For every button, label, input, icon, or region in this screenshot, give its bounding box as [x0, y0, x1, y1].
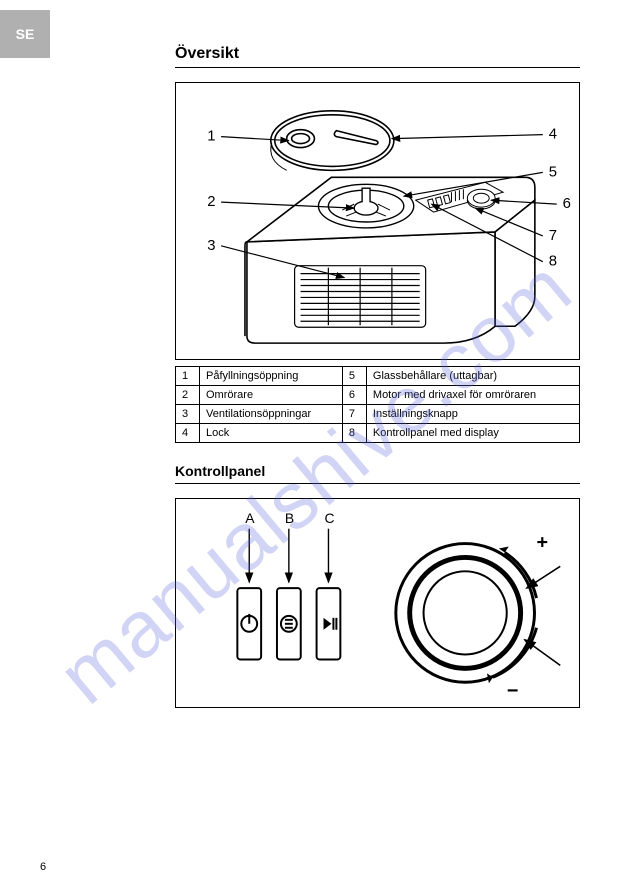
control-label-a: A [245, 510, 255, 526]
part-desc: Kontrollpanel med display [366, 424, 579, 443]
knob-plus-icon: + [536, 532, 548, 554]
callout-6: 6 [563, 196, 571, 212]
part-num: 4 [176, 424, 200, 443]
parts-table: 1 Påfyllningsöppning 5 Glassbehållare (u… [175, 366, 580, 443]
main-content: Översikt [175, 45, 580, 708]
page-number: 6 [40, 861, 46, 873]
part-num: 5 [342, 367, 366, 386]
part-num: 7 [342, 405, 366, 424]
part-desc: Lock [200, 424, 343, 443]
knob-minus-icon: − [507, 680, 519, 702]
part-num: 6 [342, 386, 366, 405]
callout-7: 7 [549, 228, 557, 244]
control-label-c: C [325, 510, 335, 526]
overview-figure: 1 2 3 4 5 6 7 8 [175, 82, 580, 360]
part-num: 3 [176, 405, 200, 424]
callout-4: 4 [549, 127, 557, 143]
control-label-b: B [285, 510, 294, 526]
device-diagram: 1 2 3 4 5 6 7 8 [176, 83, 579, 359]
part-desc: Påfyllningsöppning [200, 367, 343, 386]
table-row: 1 Påfyllningsöppning 5 Glassbehållare (u… [176, 367, 580, 386]
controls-diagram: A B C [176, 499, 579, 707]
part-desc: Glassbehållare (uttagbar) [366, 367, 579, 386]
callout-2: 2 [207, 194, 215, 210]
callout-5: 5 [549, 164, 557, 180]
part-desc: Ventilationsöppningar [200, 405, 343, 424]
part-num: 1 [176, 367, 200, 386]
part-desc: Inställningsknapp [366, 405, 579, 424]
controls-title: Kontrollpanel [175, 463, 580, 479]
divider [175, 67, 580, 68]
callout-8: 8 [549, 254, 557, 270]
part-num: 2 [176, 386, 200, 405]
callout-1: 1 [207, 129, 215, 145]
page-language-tab: SE [0, 10, 50, 58]
divider [175, 483, 580, 484]
table-row: 3 Ventilationsöppningar 7 Inställningskn… [176, 405, 580, 424]
table-row: 4 Lock 8 Kontrollpanel med display [176, 424, 580, 443]
overview-title: Översikt [175, 45, 580, 63]
part-desc: Omrörare [200, 386, 343, 405]
table-row: 2 Omrörare 6 Motor med drivaxel för omrö… [176, 386, 580, 405]
controls-figure: A B C [175, 498, 580, 708]
part-desc: Motor med drivaxel för omröraren [366, 386, 579, 405]
callout-3: 3 [207, 238, 215, 254]
part-num: 8 [342, 424, 366, 443]
